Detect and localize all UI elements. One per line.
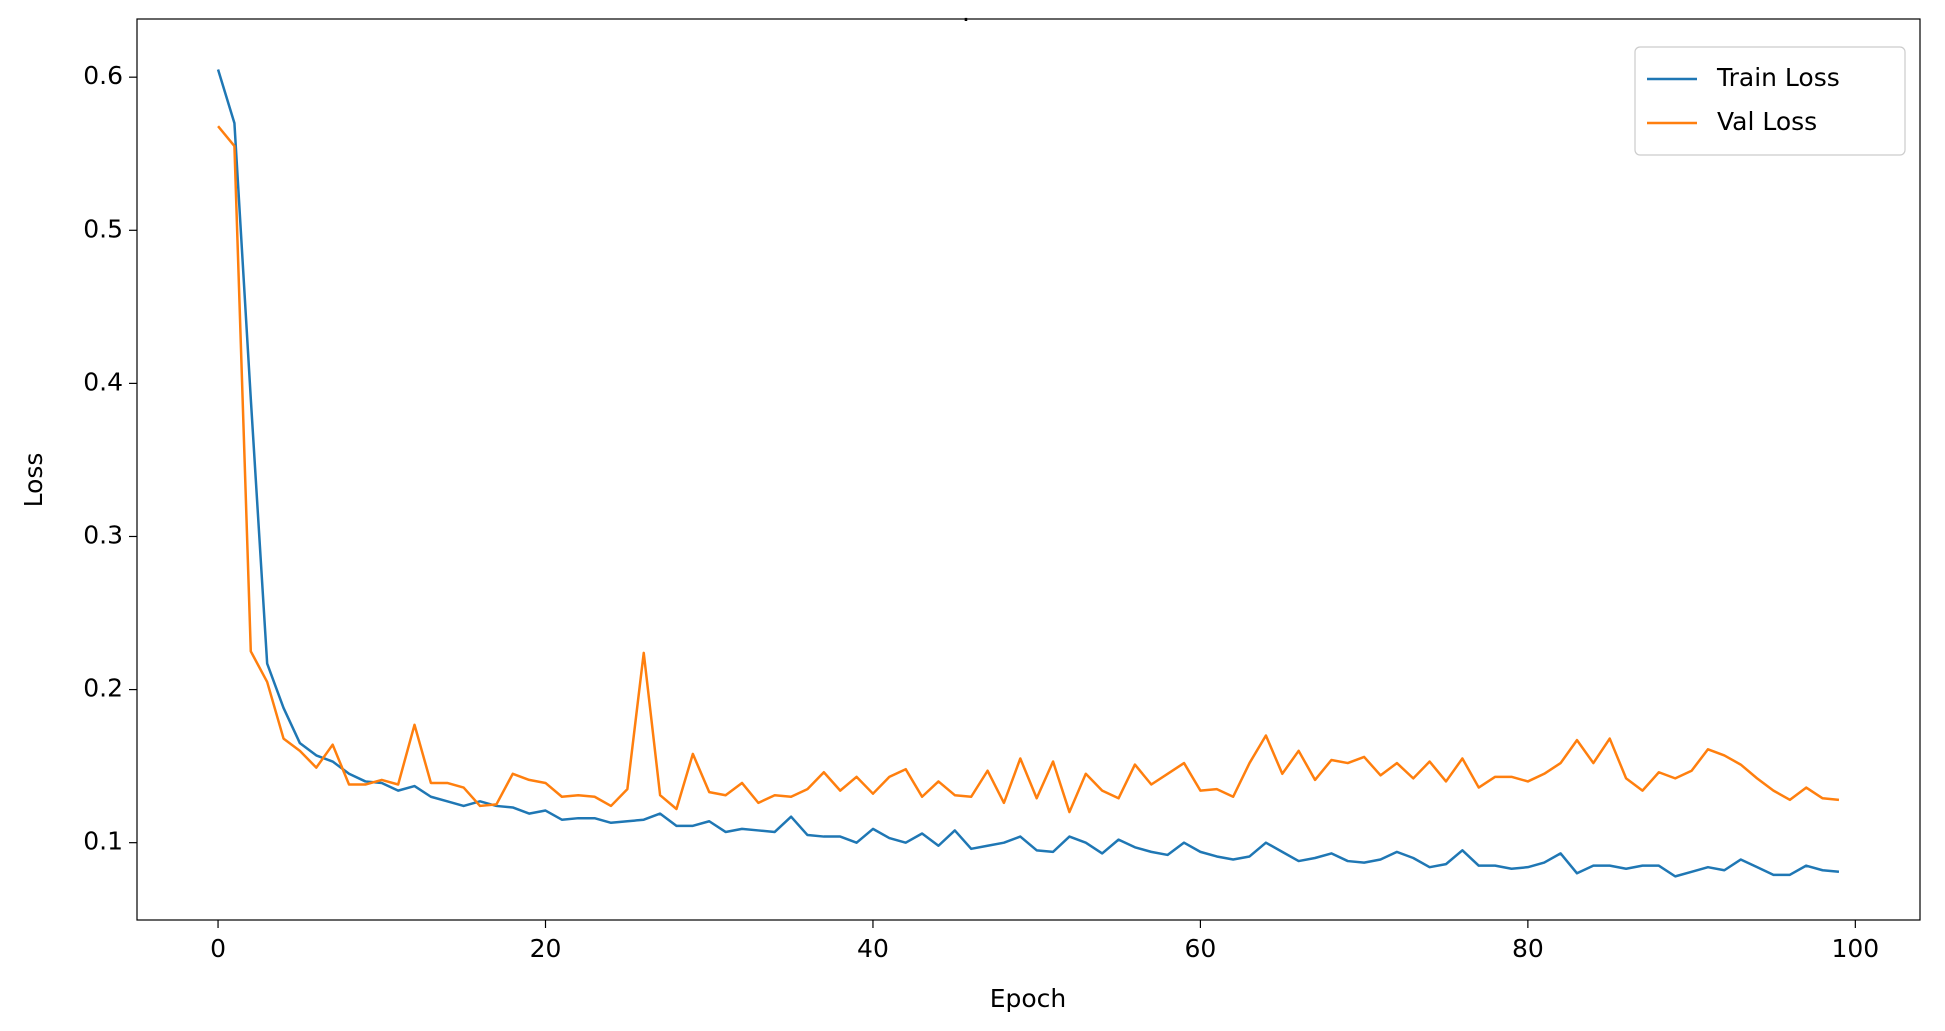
x-tick-label: 40: [857, 934, 889, 963]
y-tick-label: 0.4: [83, 367, 123, 396]
series-line: [216, 69, 1840, 878]
x-tick-label: 20: [530, 934, 562, 963]
plot-frame: [136, 18, 1921, 921]
x-tick-label: 80: [1512, 934, 1544, 963]
chart-title: .: [962, 0, 970, 27]
y-tick-label: 0.3: [83, 520, 123, 549]
y-tick-label: 0.2: [83, 674, 123, 703]
x-axis-label: Epoch: [990, 984, 1067, 1013]
x-tick-label: 100: [1831, 934, 1879, 963]
legend-box: [1634, 46, 1906, 156]
series-line: [217, 125, 1840, 814]
y-tick-label: 0.6: [83, 61, 123, 90]
x-tick-label: 60: [1185, 934, 1217, 963]
y-tick-label: 0.1: [83, 827, 123, 856]
y-tick-label: 0.5: [83, 214, 123, 243]
x-tick-label: 0: [210, 934, 226, 963]
legend-label: Train Loss: [1716, 63, 1840, 92]
legend-label: Val Loss: [1717, 107, 1817, 136]
y-axis-label: Loss: [19, 453, 48, 508]
